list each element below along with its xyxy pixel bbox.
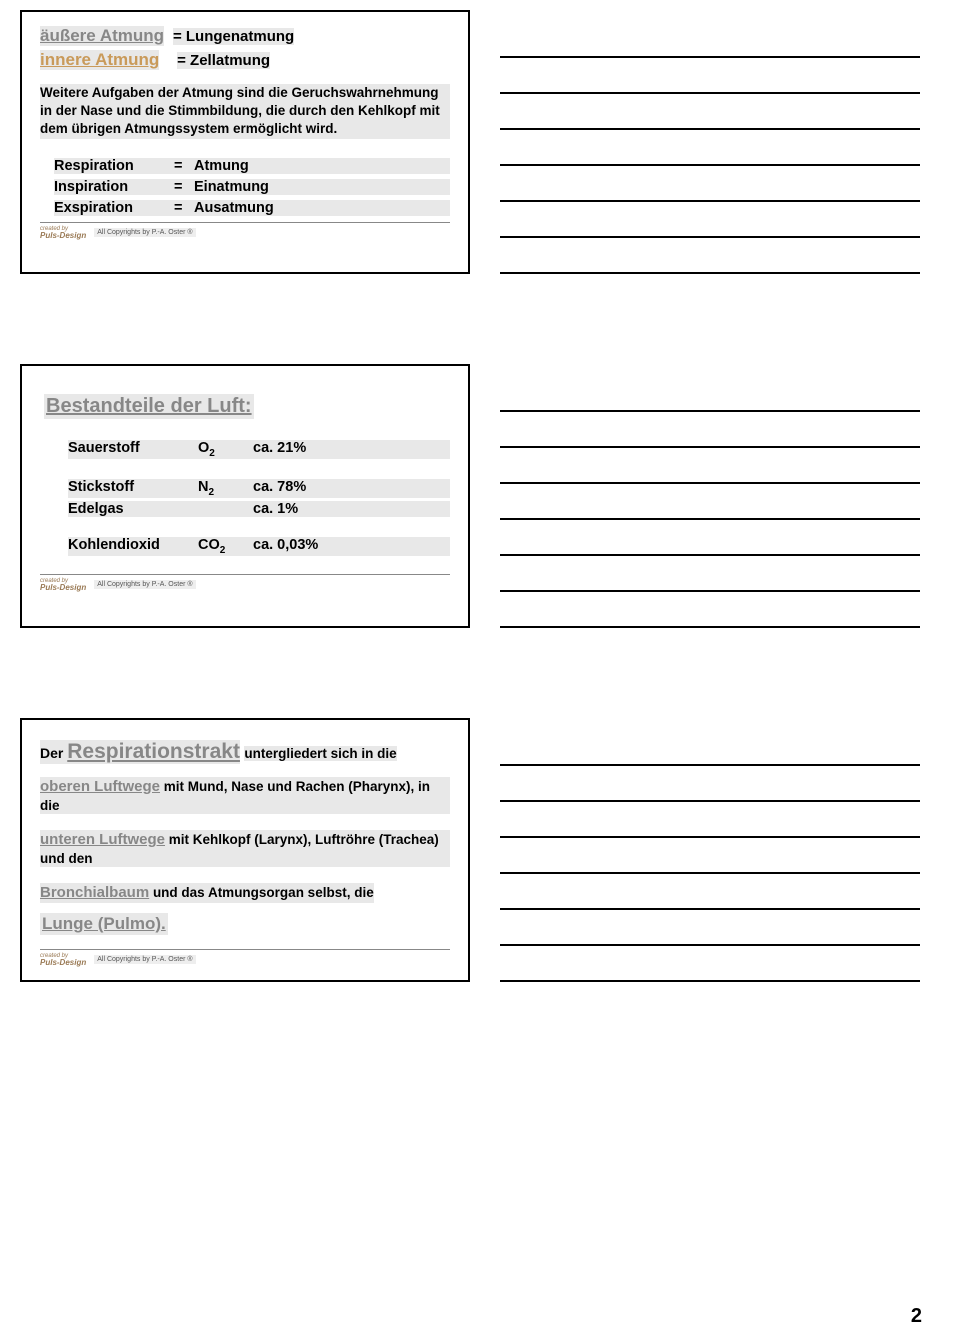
notes-3 bbox=[500, 718, 920, 982]
note-line bbox=[500, 202, 920, 238]
note-line bbox=[500, 520, 920, 556]
note-line bbox=[500, 592, 920, 628]
slide3-heading: Der Respirationstrakt bbox=[40, 740, 240, 764]
slide-3: Der Respirationstrakt untergliedert sich… bbox=[20, 718, 470, 982]
note-line bbox=[500, 166, 920, 202]
p-untere-luftwege: unteren Luftwege mit Kehlkopf (Larynx), … bbox=[40, 830, 450, 867]
logo: created by Puls-Design bbox=[40, 226, 86, 240]
notes-2 bbox=[500, 364, 920, 628]
slide-footer: created by Puls-Design All Copyrights by… bbox=[40, 222, 450, 240]
logo: created by Puls-Design bbox=[40, 953, 86, 967]
slide-row-2: Bestandteile der Luft: Sauerstoff O2 ca.… bbox=[0, 354, 960, 638]
lunge-label: Lunge (Pulmo). bbox=[42, 914, 166, 934]
def-respiration: Respiration = Atmung bbox=[54, 158, 450, 174]
page-number: 2 bbox=[911, 1305, 922, 1328]
note-line bbox=[500, 238, 920, 274]
note-line bbox=[500, 484, 920, 520]
note-line bbox=[500, 130, 920, 166]
note-line bbox=[500, 766, 920, 802]
luft-table: Sauerstoff O2 ca. 21% Stickstoff N2 ca. … bbox=[40, 440, 450, 556]
note-line bbox=[500, 556, 920, 592]
note-line bbox=[500, 946, 920, 982]
copyright: All Copyrights by P.-A. Oster ® bbox=[94, 580, 195, 589]
notes-1 bbox=[500, 10, 920, 274]
slide-2: Bestandteile der Luft: Sauerstoff O2 ca.… bbox=[20, 364, 470, 628]
note-line bbox=[500, 22, 920, 58]
slide3-subheading: untergliedert sich in die bbox=[244, 746, 396, 761]
row-stickstoff: Stickstoff N2 ca. 78% bbox=[68, 479, 450, 498]
note-line bbox=[500, 910, 920, 946]
slide-1: äußere Atmung = Lungenatmung innere Atmu… bbox=[20, 10, 470, 274]
slide-footer: created by Puls-Design All Copyrights by… bbox=[40, 949, 450, 967]
eq-zellatmung: = Zellatmung bbox=[177, 52, 270, 69]
term-inner-breathing: innere Atmung bbox=[40, 50, 159, 69]
note-line bbox=[500, 448, 920, 484]
copyright: All Copyrights by P.-A. Oster ® bbox=[94, 955, 195, 964]
slide-row-3: Der Respirationstrakt untergliedert sich… bbox=[0, 708, 960, 992]
note-line bbox=[500, 94, 920, 130]
slide1-paragraph: Weitere Aufgaben der Atmung sind die Ger… bbox=[40, 84, 450, 139]
logo: created by Puls-Design bbox=[40, 578, 86, 592]
slide-row-1: äußere Atmung = Lungenatmung innere Atmu… bbox=[0, 0, 960, 284]
row-edelgas: Edelgas ca. 1% bbox=[68, 501, 450, 517]
definition-list: Respiration = Atmung Inspiration = Einat… bbox=[40, 158, 450, 216]
row-kohlendioxid: Kohlendioxid CO2 ca. 0,03% bbox=[68, 537, 450, 556]
p-bronchialbaum: Bronchialbaum und das Atmungsorgan selbs… bbox=[40, 883, 374, 903]
note-line bbox=[500, 412, 920, 448]
eq-lungenatmung: = Lungenatmung bbox=[173, 28, 294, 45]
def-exspiration: Exspiration = Ausatmung bbox=[54, 200, 450, 216]
term-outer-breathing: äußere Atmung bbox=[40, 26, 164, 45]
note-line bbox=[500, 58, 920, 94]
p-obere-luftwege: oberen Luftwege mit Mund, Nase und Rache… bbox=[40, 777, 450, 814]
note-line bbox=[500, 802, 920, 838]
copyright: All Copyrights by P.-A. Oster ® bbox=[94, 228, 195, 237]
note-line bbox=[500, 376, 920, 412]
def-inspiration: Inspiration = Einatmung bbox=[54, 179, 450, 195]
slide-footer: created by Puls-Design All Copyrights by… bbox=[40, 574, 450, 592]
note-line bbox=[500, 874, 920, 910]
row-sauerstoff: Sauerstoff O2 ca. 21% bbox=[68, 440, 450, 459]
slide2-title: Bestandteile der Luft: bbox=[44, 394, 254, 419]
note-line bbox=[500, 838, 920, 874]
note-line bbox=[500, 730, 920, 766]
